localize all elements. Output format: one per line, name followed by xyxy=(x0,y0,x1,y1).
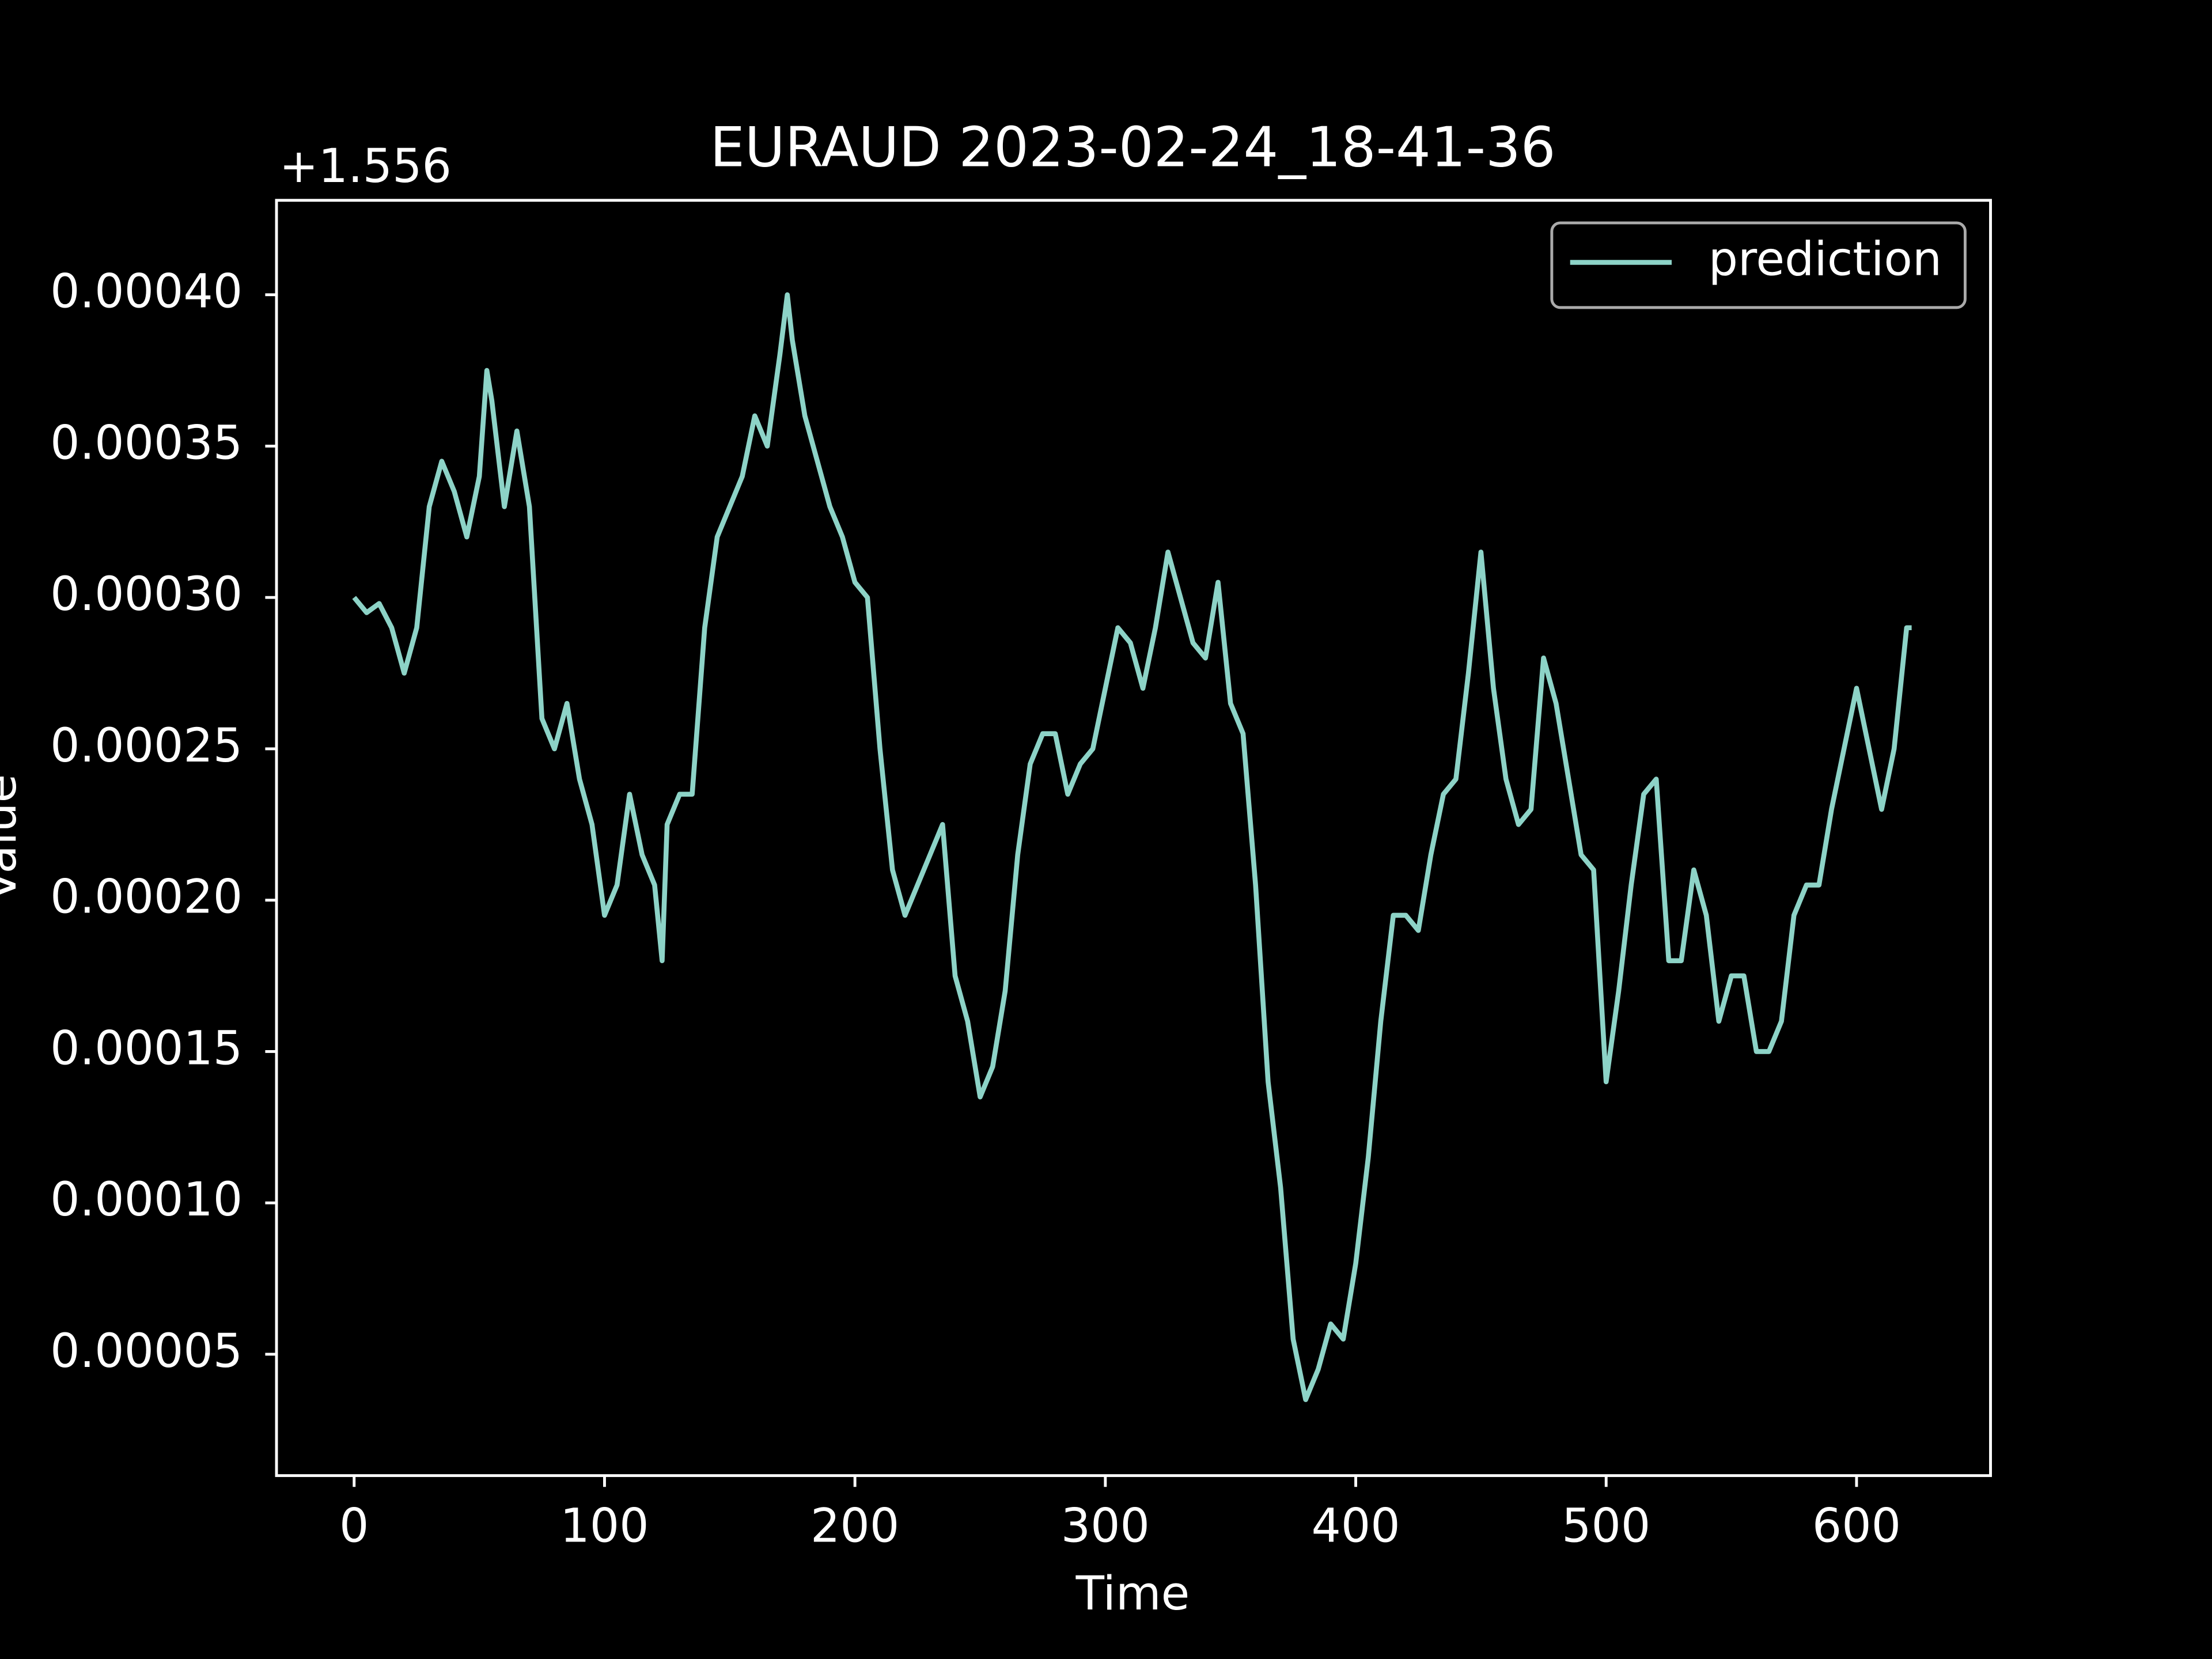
x-axis-label: Time xyxy=(1075,1567,1190,1621)
x-tick-label: 400 xyxy=(1311,1499,1400,1554)
y-tick-label: 0.00025 xyxy=(50,719,243,773)
y-tick-label: 0.00015 xyxy=(50,1021,243,1075)
y-tick-label: 0.00010 xyxy=(50,1173,243,1227)
y-offset: +1.556 xyxy=(279,139,452,194)
y-tick-label: 0.00035 xyxy=(50,416,243,470)
x-tick-label: 200 xyxy=(810,1499,899,1554)
x-tick-label: 100 xyxy=(560,1499,649,1554)
legend-label: prediction xyxy=(1709,232,1942,286)
x-tick-label: 300 xyxy=(1061,1499,1150,1554)
plot-frame xyxy=(275,199,1992,1478)
data-line xyxy=(352,292,1912,1403)
y-tick-label: 0.00020 xyxy=(50,870,243,925)
x-tick-label: 0 xyxy=(339,1499,369,1554)
chart-title: EURAUD 2023-02-24_18-41-36 xyxy=(710,115,1555,179)
y-tick-label: 0.00030 xyxy=(50,567,243,622)
x-tick-label: 500 xyxy=(1562,1499,1650,1554)
y-tick-label: 0.00040 xyxy=(50,265,243,319)
y-axis-label: Value xyxy=(0,774,27,902)
legend-box xyxy=(1550,221,1967,309)
y-tick-label: 0.00005 xyxy=(50,1324,243,1378)
x-tick-label: 600 xyxy=(1812,1499,1901,1554)
